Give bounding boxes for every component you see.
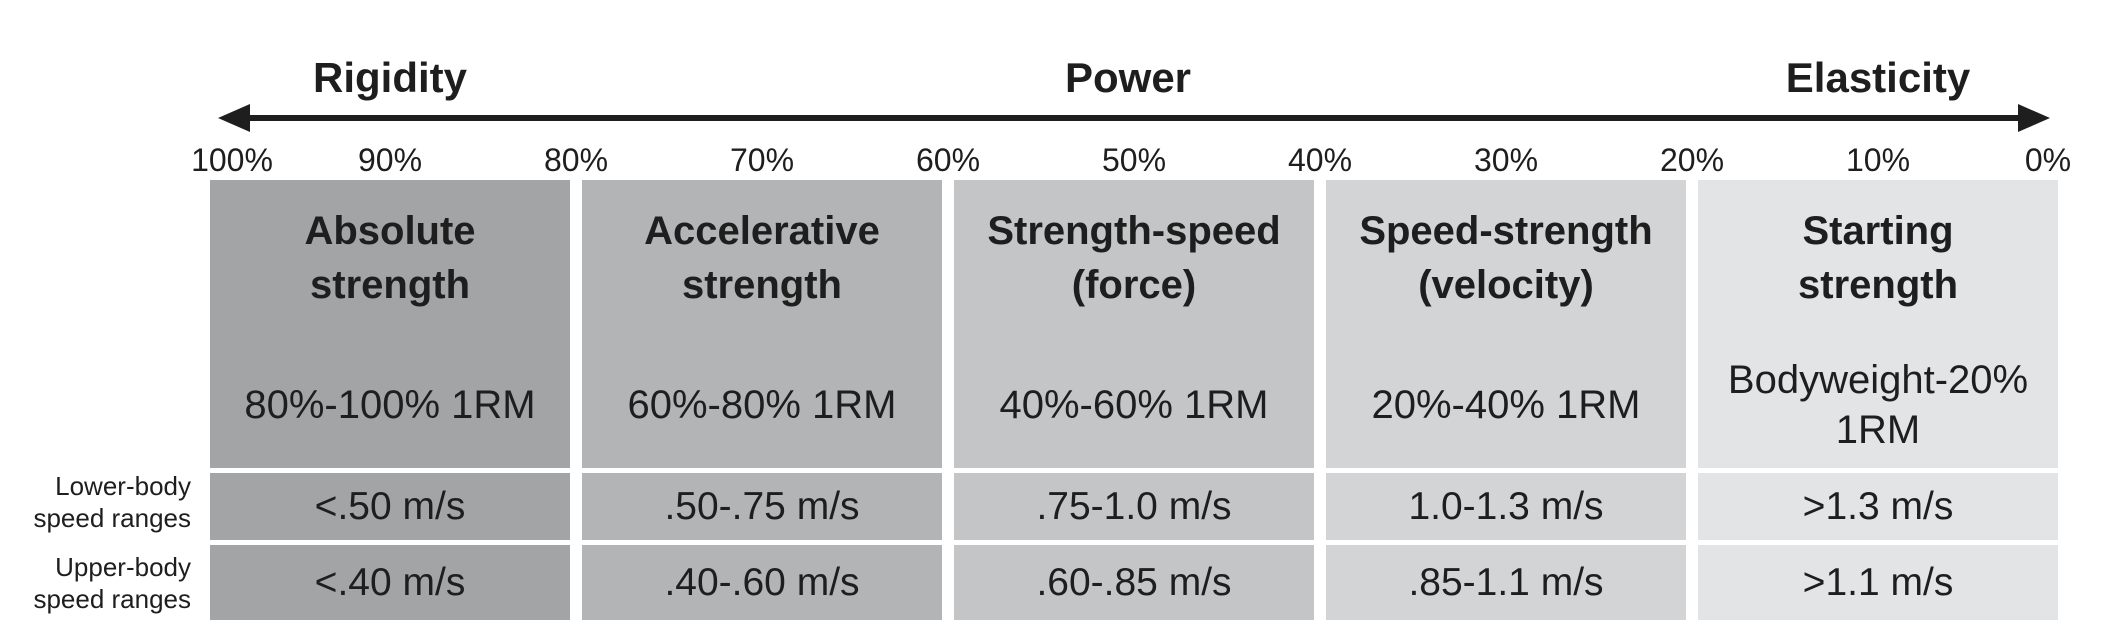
column-speed-strength: Speed-strength (velocity) 20%-40% 1RM 1.0… bbox=[1326, 180, 1686, 620]
column-title: Strength-speed (force) bbox=[987, 209, 1281, 307]
tick-label: 100% bbox=[191, 142, 273, 178]
column-absolute-strength: Absolute strength 80%-100% 1RM <.50 m/s <… bbox=[210, 180, 570, 620]
load-range: 80%-100% 1RM bbox=[244, 383, 536, 427]
double-arrow-axis bbox=[218, 104, 2050, 132]
load-range: 40%-60% 1RM bbox=[999, 383, 1269, 427]
upper-body-speed: <.40 m/s bbox=[210, 540, 570, 620]
row-label-lower-body: Lower-body speed ranges bbox=[33, 471, 191, 533]
heading-rigidity: Rigidity bbox=[313, 54, 467, 101]
column-starting-strength: Starting strength Bodyweight-20% 1RM >1.3 … bbox=[1698, 180, 2058, 620]
left-arrowhead-icon bbox=[218, 104, 250, 132]
tick-label: 50% bbox=[1101, 142, 1167, 178]
tick-label: 60% bbox=[915, 142, 981, 178]
upper-body-speed: .60-.85 m/s bbox=[954, 540, 1314, 620]
lower-body-speed: 1.0-1.3 m/s bbox=[1326, 468, 1686, 540]
tick-label: 90% bbox=[357, 142, 423, 178]
column-title: Speed-strength (velocity) bbox=[1359, 209, 1653, 307]
right-arrowhead-icon bbox=[2018, 104, 2050, 132]
tick-label: 0% bbox=[2024, 142, 2072, 178]
load-range: 60%-80% 1RM bbox=[627, 383, 897, 427]
lower-body-speed: .75-1.0 m/s bbox=[954, 468, 1314, 540]
upper-body-speed: >1.1 m/s bbox=[1698, 540, 2058, 620]
row-label-upper-body: Upper-body speed ranges bbox=[33, 552, 191, 614]
lower-body-speed: >1.3 m/s bbox=[1698, 468, 2058, 540]
heading-elasticity: Elasticity bbox=[1785, 54, 1971, 101]
column-accelerative-strength: Accelerative strength 60%-80% 1RM .50-.75… bbox=[582, 180, 942, 620]
column-strength-speed: Strength-speed (force) 40%-60% 1RM .75-1.… bbox=[954, 180, 1314, 620]
tick-label: 40% bbox=[1287, 142, 1353, 178]
tick-label: 10% bbox=[1845, 142, 1911, 178]
lower-body-speed: .50-.75 m/s bbox=[582, 468, 942, 540]
load-range: Bodyweight-20% 1RM bbox=[1727, 358, 2029, 452]
tick-label: 70% bbox=[729, 142, 795, 178]
load-range: 20%-40% 1RM bbox=[1371, 383, 1641, 427]
tick-label: 20% bbox=[1659, 142, 1725, 178]
tick-label: 80% bbox=[543, 142, 609, 178]
heading-power: Power bbox=[1064, 54, 1192, 101]
upper-body-speed: .85-1.1 m/s bbox=[1326, 540, 1686, 620]
column-title: Starting strength bbox=[1798, 209, 1958, 307]
lower-body-speed: <.50 m/s bbox=[210, 468, 570, 540]
upper-body-speed: .40-.60 m/s bbox=[582, 540, 942, 620]
tick-label: 30% bbox=[1473, 142, 1539, 178]
column-title: Absolute strength bbox=[304, 209, 476, 307]
column-title: Accelerative strength bbox=[644, 209, 880, 307]
